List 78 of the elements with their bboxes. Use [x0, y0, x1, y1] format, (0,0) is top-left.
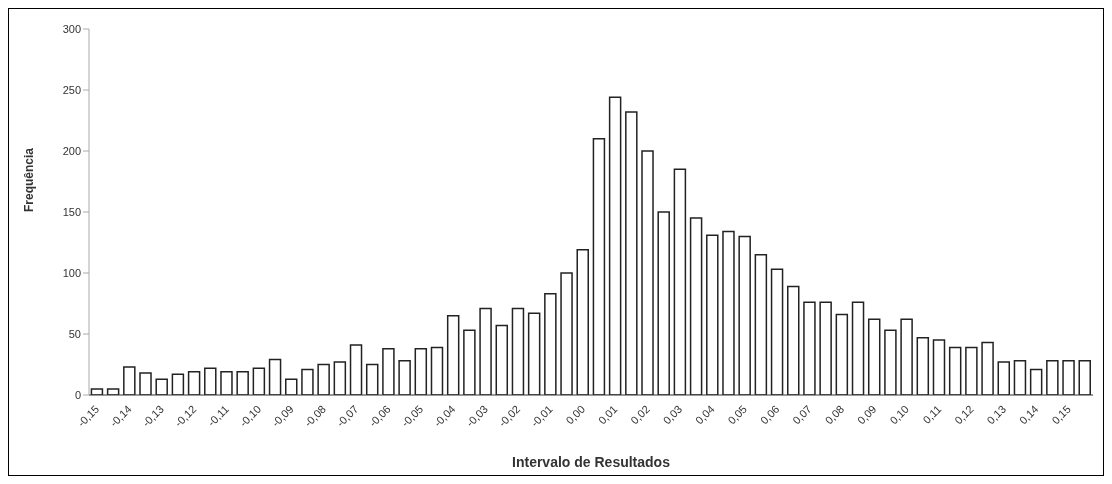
bar	[252, 367, 266, 395]
bar	[803, 301, 816, 395]
bar	[430, 346, 444, 395]
x-tick-label: 0,01	[595, 402, 620, 427]
x-tick-label: 0,10	[887, 402, 912, 427]
bar	[333, 361, 347, 395]
bar	[965, 346, 978, 395]
y-axis-title: Frequência	[22, 147, 37, 212]
y-tick-label: 0	[74, 388, 81, 401]
bar	[220, 371, 233, 395]
y-tick-label: 150	[62, 205, 81, 218]
bar	[592, 138, 606, 395]
bar	[365, 363, 379, 395]
bar	[738, 235, 751, 395]
x-tick-label: 0,09	[855, 402, 879, 427]
x-tick-label: 0,11	[920, 402, 944, 426]
bar	[884, 329, 897, 395]
bar	[576, 249, 589, 395]
bar	[317, 363, 330, 395]
bar	[932, 339, 946, 395]
x-tick-label: 0,13	[984, 402, 1009, 427]
bar	[1062, 360, 1075, 395]
bar	[398, 360, 411, 395]
y-tick-label: 100	[62, 266, 81, 279]
bar	[139, 372, 152, 395]
bar	[770, 268, 784, 395]
bar	[479, 307, 492, 395]
bar	[689, 217, 703, 395]
bar	[527, 312, 541, 395]
bar	[851, 301, 865, 395]
bar	[1029, 368, 1043, 395]
bar	[463, 329, 476, 395]
y-tick-label: 50	[68, 327, 81, 340]
bar	[1013, 360, 1027, 395]
bar	[916, 336, 930, 395]
bar	[414, 347, 428, 395]
bar	[171, 373, 185, 395]
bar	[722, 230, 735, 395]
bar	[981, 341, 994, 395]
x-tick-label: 0,03	[660, 402, 685, 427]
bar	[835, 313, 849, 395]
bar	[349, 344, 363, 395]
bar	[123, 366, 136, 395]
bar	[382, 347, 395, 395]
bar	[900, 318, 913, 395]
bar	[608, 96, 622, 395]
bar	[754, 253, 768, 395]
bar	[657, 211, 670, 395]
y-tick-label: 200	[62, 144, 81, 157]
bar	[948, 346, 962, 395]
x-tick-label: 0,00	[563, 402, 588, 427]
bar	[268, 358, 282, 395]
bar	[1046, 360, 1059, 395]
bar	[301, 368, 314, 395]
bar	[997, 361, 1011, 395]
bar	[1078, 360, 1091, 395]
x-tick-label: 0,08	[822, 402, 847, 427]
bar	[706, 234, 719, 395]
y-tick-label: 300	[62, 22, 81, 35]
bar	[285, 378, 298, 395]
bar	[204, 367, 217, 395]
bar	[495, 324, 509, 395]
x-tick-label: 0,04	[693, 402, 717, 427]
bar	[446, 314, 460, 395]
bar	[787, 285, 800, 395]
bar	[187, 371, 201, 395]
bar	[625, 111, 638, 395]
bar	[819, 301, 832, 395]
bar	[641, 150, 654, 395]
bar	[673, 168, 687, 395]
bar	[560, 272, 573, 395]
bar	[236, 371, 249, 395]
y-tick-label: 250	[62, 83, 81, 96]
bar	[544, 292, 557, 395]
x-axis-title: Intervalo de Resultados	[512, 454, 671, 470]
bar	[155, 378, 168, 395]
bar	[867, 318, 881, 395]
bar	[511, 307, 525, 395]
